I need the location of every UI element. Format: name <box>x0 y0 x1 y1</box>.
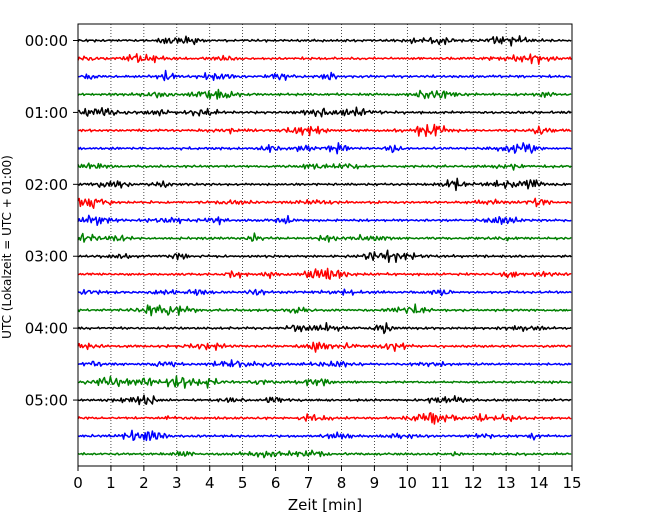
y-tick-label-2: 02:00 <box>25 176 68 194</box>
x-tick-label-4: 4 <box>205 474 215 492</box>
trace-1 <box>77 53 572 66</box>
x-tick-label-1: 1 <box>106 474 116 492</box>
trace-10 <box>77 214 572 227</box>
trace-17 <box>77 341 572 353</box>
x-tick-label-5: 5 <box>238 474 248 492</box>
x-tick-label-3: 3 <box>172 474 182 492</box>
seismic-traces <box>77 35 572 459</box>
y-tick-label-1: 01:00 <box>25 104 68 122</box>
x-tick-label-8: 8 <box>337 474 347 492</box>
trace-12 <box>77 249 572 263</box>
x-tick-label-7: 7 <box>304 474 314 492</box>
trace-6 <box>77 142 572 155</box>
trace-2 <box>77 69 572 82</box>
trace-14 <box>77 288 572 297</box>
trace-7 <box>77 162 572 171</box>
trace-21 <box>77 412 572 425</box>
x-tick-label-2: 2 <box>139 474 149 492</box>
trace-0 <box>77 35 572 47</box>
x-tick-label-13: 13 <box>497 474 516 492</box>
trace-3 <box>77 88 572 100</box>
x-tick-label-9: 9 <box>370 474 380 492</box>
x-tick-label-14: 14 <box>530 474 549 492</box>
trace-16 <box>77 322 572 335</box>
x-tick-label-6: 6 <box>271 474 281 492</box>
y-tick-label-4: 04:00 <box>25 320 68 338</box>
x-tick-label-10: 10 <box>398 474 417 492</box>
trace-23 <box>77 449 572 459</box>
x-ticks: 0 1 2 3 4 5 6 7 8 9 10 11 12 13 14 15 <box>73 466 582 492</box>
trace-13 <box>77 267 572 280</box>
x-tick-label-15: 15 <box>562 474 581 492</box>
trace-20 <box>77 394 572 406</box>
trace-9 <box>77 197 572 209</box>
x-tick-label-11: 11 <box>431 474 450 492</box>
y-tick-label-5: 05:00 <box>25 392 68 410</box>
y-tick-label-0: 00:00 <box>25 32 68 50</box>
trace-8 <box>77 177 572 192</box>
x-axis-label: Zeit [min] <box>288 496 362 514</box>
trace-19 <box>77 375 572 389</box>
trace-22 <box>77 429 572 442</box>
trace-18 <box>77 359 572 368</box>
trace-15 <box>77 303 572 317</box>
y-tick-label-3: 03:00 <box>25 248 68 266</box>
x-tick-label-12: 12 <box>464 474 483 492</box>
x-tick-label-0: 0 <box>73 474 83 492</box>
trace-11 <box>77 232 572 243</box>
trace-4 <box>77 106 572 118</box>
y-ticks: 00:00 01:00 02:00 03:00 04:00 05:00 <box>25 32 78 410</box>
plot-frame <box>77 23 573 467</box>
y-axis-label: UTC (Lokalzeit = UTC + 01:00) <box>0 155 14 339</box>
trace-5 <box>77 123 572 138</box>
